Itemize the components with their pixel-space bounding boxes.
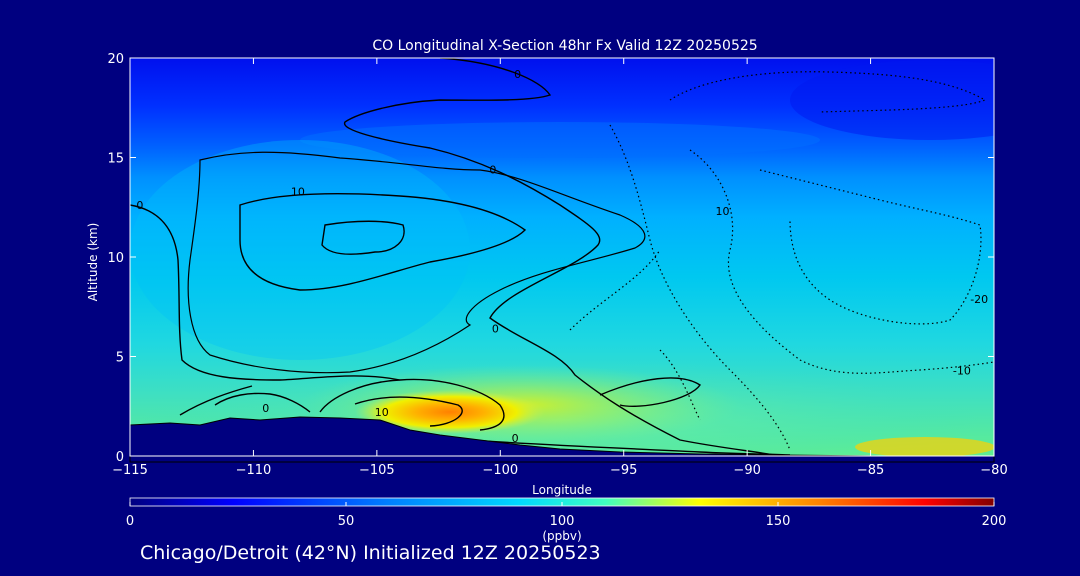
x-tick-label-3: −100 bbox=[482, 463, 518, 478]
contour-label-1: 0 bbox=[489, 163, 496, 176]
contour-label-9: 10 bbox=[375, 406, 389, 419]
x-tick-label-6: −85 bbox=[857, 463, 884, 478]
contour-label-10: 0 bbox=[512, 432, 519, 445]
colorbar-tick-label-2: 100 bbox=[550, 514, 575, 529]
co-field bbox=[130, 58, 994, 456]
colorbar-tick-label-3: 150 bbox=[766, 514, 791, 529]
colorbar-tick-label-4: 200 bbox=[982, 514, 1007, 529]
contour-lines bbox=[130, 58, 791, 456]
x-axis-label: Longitude bbox=[532, 483, 592, 497]
contour-label-3: 10 bbox=[715, 205, 729, 218]
y-tick-label-2: 10 bbox=[107, 251, 124, 266]
contour-label-7: -10 bbox=[953, 364, 971, 377]
x-tick-label-1: −110 bbox=[236, 463, 272, 478]
footer-caption: Chicago/Detroit (42°N) Initialized 12Z 2… bbox=[140, 542, 601, 564]
chart-title: CO Longitudinal X-Section 48hr Fx Valid … bbox=[372, 38, 757, 54]
contour-labels: 0 0 10 10 0 0 -20 -10 0 10 0 bbox=[136, 68, 988, 445]
x-tick-label-0: −115 bbox=[112, 463, 148, 478]
colorbar-unit-label: (ppbv) bbox=[542, 529, 581, 543]
x-axis: −115 −110 −105 −100 −95 −90 −85 −80 bbox=[112, 58, 1008, 478]
y-tick-label-4: 20 bbox=[107, 52, 124, 67]
y-tick-label-3: 15 bbox=[107, 152, 124, 167]
contour-label-6: -20 bbox=[970, 293, 988, 306]
contour-label-5: 0 bbox=[492, 323, 499, 336]
x-tick-label-2: −105 bbox=[359, 463, 395, 478]
y-axis-label: Altitude (km) bbox=[86, 223, 100, 302]
x-tick-label-4: −95 bbox=[610, 463, 637, 478]
x-tick-label-5: −90 bbox=[733, 463, 760, 478]
negative-contours bbox=[569, 71, 994, 451]
contour-label-4: 0 bbox=[136, 199, 143, 212]
colorbar-tick-label-1: 50 bbox=[338, 514, 355, 529]
y-axis: 0 5 10 15 20 bbox=[107, 52, 994, 465]
contour-label-8: 0 bbox=[262, 402, 269, 415]
x-tick-label-7: −80 bbox=[980, 463, 1007, 478]
contour-label-2: 10 bbox=[291, 185, 305, 198]
colorbar-tick-label-0: 0 bbox=[126, 514, 134, 529]
y-tick-label-0: 0 bbox=[116, 450, 124, 465]
contour-label-0: 0 bbox=[514, 68, 521, 81]
colorbar-ticks: 0 50 100 150 200 bbox=[126, 502, 1007, 529]
y-tick-label-1: 5 bbox=[116, 351, 124, 366]
